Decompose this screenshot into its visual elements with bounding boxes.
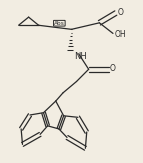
Text: O: O bbox=[110, 64, 116, 73]
Text: Abs: Abs bbox=[54, 21, 65, 26]
Text: NH: NH bbox=[74, 52, 86, 61]
Text: OH: OH bbox=[114, 30, 126, 39]
Text: O: O bbox=[117, 8, 123, 17]
